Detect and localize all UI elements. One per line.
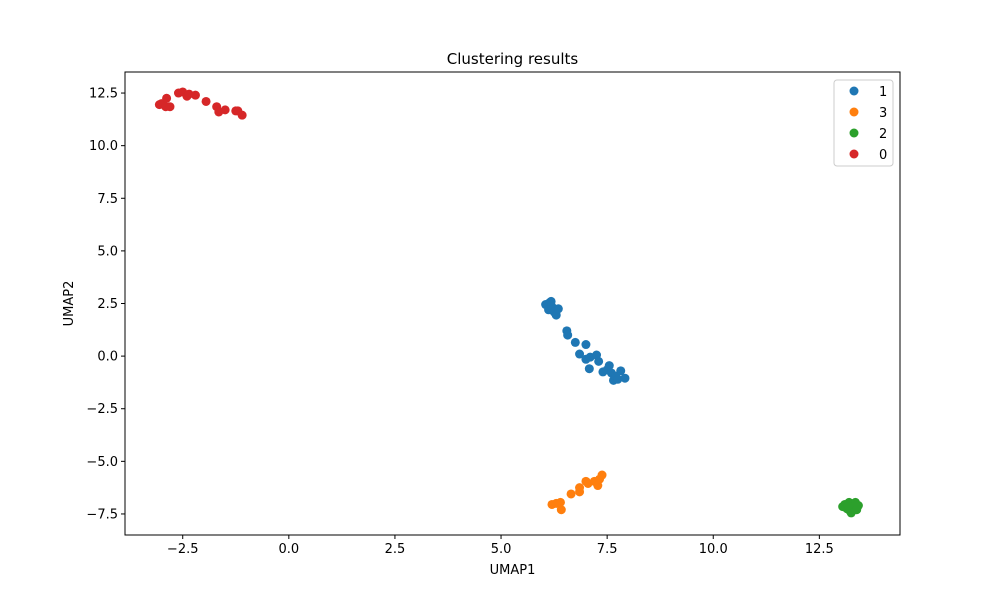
y-tick-label: 2.5 <box>97 297 118 312</box>
data-point-series-1 <box>594 356 604 366</box>
y-axis-ticks: −7.5 −5.0 −2.5 0.0 2.5 5.0 7.5 10.0 12.5 <box>86 87 125 522</box>
data-point-series-3 <box>556 505 566 515</box>
data-point-series-1 <box>613 374 623 384</box>
x-axis-ticks: −2.5 0.0 2.5 5.0 7.5 10.0 12.5 <box>167 535 834 557</box>
legend-label-2: 2 <box>879 127 887 142</box>
data-point-series-3 <box>597 470 607 480</box>
y-tick-label: 10.0 <box>89 139 118 154</box>
data-point-series-2 <box>843 501 853 511</box>
data-point-series-1 <box>553 304 563 314</box>
legend-items: 1 3 2 0 <box>849 85 887 163</box>
data-point-series-0 <box>165 102 175 112</box>
data-point-series-1 <box>570 337 580 347</box>
data-point-series-3 <box>575 487 585 497</box>
data-point-series-2 <box>846 508 856 518</box>
data-point-series-0 <box>237 110 247 120</box>
data-point-series-1 <box>581 340 591 350</box>
chart-title: Clustering results <box>447 50 579 68</box>
data-point-series-3 <box>555 497 565 507</box>
legend-marker-1 <box>849 86 859 96</box>
legend-marker-3 <box>849 107 859 117</box>
x-tick-label: 2.5 <box>385 542 406 557</box>
legend-label-3: 3 <box>879 106 887 121</box>
x-tick-label: 7.5 <box>597 542 618 557</box>
legend-frame <box>833 79 894 167</box>
data-point-series-1 <box>546 296 556 306</box>
legend-marker-2 <box>849 128 859 138</box>
x-tick-label: −2.5 <box>167 542 199 557</box>
data-point-series-0 <box>162 93 172 103</box>
y-tick-label: 7.5 <box>97 192 118 207</box>
y-tick-label: 0.0 <box>97 350 118 365</box>
data-point-series-0 <box>190 90 200 100</box>
data-point-series-1 <box>604 361 614 371</box>
legend: 1 3 2 0 <box>833 79 894 167</box>
legend-marker-0 <box>849 149 859 159</box>
x-tick-label: 0.0 <box>278 542 299 557</box>
legend-label-1: 1 <box>879 85 887 100</box>
y-tick-label: −5.0 <box>86 455 118 470</box>
data-point-series-1 <box>584 364 594 374</box>
data-point-series-3 <box>566 489 576 499</box>
x-tick-label: 10.0 <box>699 542 728 557</box>
data-point-series-1 <box>575 349 585 359</box>
x-tick-label: 12.5 <box>805 542 834 557</box>
y-axis-label: UMAP2 <box>62 281 77 327</box>
data-point-series-1 <box>563 330 573 340</box>
y-tick-label: −7.5 <box>86 507 118 522</box>
y-tick-label: −2.5 <box>86 402 118 417</box>
data-point-series-1 <box>616 366 626 376</box>
data-point-series-2 <box>853 501 863 511</box>
data-point-series-0 <box>220 105 230 115</box>
y-tick-label: 12.5 <box>89 87 118 102</box>
y-tick-label: 5.0 <box>97 244 118 259</box>
points-layer <box>154 87 863 518</box>
legend-label-0: 0 <box>879 148 887 163</box>
data-point-series-1 <box>620 373 630 383</box>
x-tick-label: 5.0 <box>491 542 512 557</box>
data-point-series-0 <box>201 96 211 106</box>
x-axis-label: UMAP1 <box>490 563 536 578</box>
